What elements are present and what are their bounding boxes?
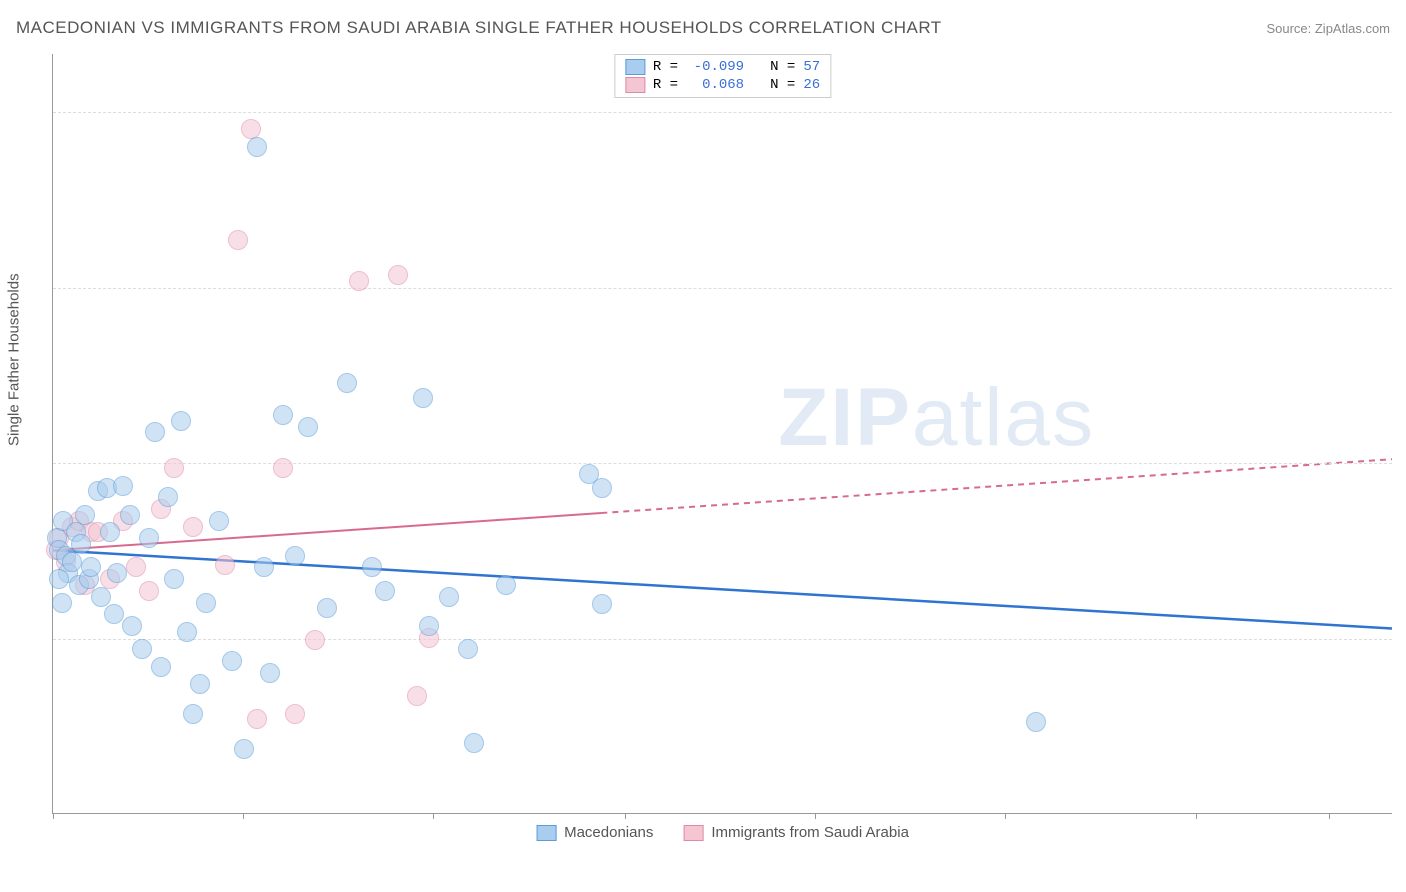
data-point-macedonians xyxy=(113,476,133,496)
data-point-macedonians xyxy=(120,505,140,525)
data-point-macedonians xyxy=(254,557,274,577)
swatch-saudi xyxy=(683,825,703,841)
stat-label: N = xyxy=(770,59,795,75)
data-point-saudi xyxy=(139,581,159,601)
data-point-macedonians xyxy=(145,422,165,442)
data-point-macedonians xyxy=(52,593,72,613)
stat-label: N = xyxy=(770,77,795,93)
data-point-saudi xyxy=(407,686,427,706)
data-point-macedonians xyxy=(62,552,82,572)
data-point-macedonians xyxy=(139,528,159,548)
data-point-macedonians xyxy=(71,534,91,554)
data-point-macedonians xyxy=(592,478,612,498)
data-point-saudi xyxy=(183,517,203,537)
data-point-macedonians xyxy=(222,651,242,671)
data-point-saudi xyxy=(228,230,248,250)
data-point-saudi xyxy=(285,704,305,724)
stat-r-value: 0.068 xyxy=(686,77,744,93)
data-point-macedonians xyxy=(104,604,124,624)
stat-label: R = xyxy=(653,59,678,75)
stat-n-value: 57 xyxy=(803,59,820,75)
data-point-saudi xyxy=(164,458,184,478)
data-point-macedonians xyxy=(419,616,439,636)
data-point-macedonians xyxy=(183,704,203,724)
stats-legend: R = -0.099 N = 57 R = 0.068 N = 26 xyxy=(614,54,831,98)
data-point-macedonians xyxy=(190,674,210,694)
legend-item-macedonians: Macedonians xyxy=(536,824,653,841)
data-point-macedonians xyxy=(317,598,337,618)
data-point-macedonians xyxy=(151,657,171,677)
data-point-macedonians xyxy=(49,569,69,589)
legend-item-saudi: Immigrants from Saudi Arabia xyxy=(683,824,909,841)
swatch-macedonians xyxy=(536,825,556,841)
series-legend: Macedonians Immigrants from Saudi Arabia xyxy=(536,824,909,841)
stat-label: R = xyxy=(653,77,678,93)
data-point-macedonians xyxy=(177,622,197,642)
data-point-macedonians xyxy=(171,411,191,431)
data-point-saudi xyxy=(305,630,325,650)
legend-label: Immigrants from Saudi Arabia xyxy=(711,824,909,841)
data-point-saudi xyxy=(349,271,369,291)
data-point-macedonians xyxy=(164,569,184,589)
data-point-macedonians xyxy=(132,639,152,659)
data-point-macedonians xyxy=(100,522,120,542)
data-point-macedonians xyxy=(158,487,178,507)
data-point-macedonians xyxy=(1026,712,1046,732)
data-point-macedonians xyxy=(413,388,433,408)
data-point-saudi xyxy=(388,265,408,285)
stats-row-macedonians: R = -0.099 N = 57 xyxy=(625,59,820,75)
data-point-macedonians xyxy=(122,616,142,636)
data-point-macedonians xyxy=(496,575,516,595)
legend-label: Macedonians xyxy=(564,824,653,841)
data-point-macedonians xyxy=(285,546,305,566)
data-point-macedonians xyxy=(337,373,357,393)
stat-n-value: 26 xyxy=(803,77,820,93)
data-point-macedonians xyxy=(439,587,459,607)
swatch-saudi xyxy=(625,77,645,93)
data-point-macedonians xyxy=(592,594,612,614)
data-point-macedonians xyxy=(458,639,478,659)
source-caption: Source: ZipAtlas.com xyxy=(1266,21,1390,36)
data-point-macedonians xyxy=(273,405,293,425)
stats-row-saudi: R = 0.068 N = 26 xyxy=(625,77,820,93)
data-point-macedonians xyxy=(247,137,267,157)
data-point-macedonians xyxy=(464,733,484,753)
data-point-saudi xyxy=(215,555,235,575)
data-point-macedonians xyxy=(362,557,382,577)
data-point-macedonians xyxy=(91,587,111,607)
scatter-chart: ZIPatlas R = -0.099 N = 57 R = 0.068 N =… xyxy=(52,54,1392,814)
data-point-saudi xyxy=(247,709,267,729)
data-point-saudi xyxy=(273,458,293,478)
data-point-macedonians xyxy=(260,663,280,683)
data-point-macedonians xyxy=(75,505,95,525)
data-point-macedonians xyxy=(107,563,127,583)
watermark: ZIPatlas xyxy=(778,371,1095,465)
data-point-macedonians xyxy=(81,557,101,577)
chart-title: MACEDONIAN VS IMMIGRANTS FROM SAUDI ARAB… xyxy=(16,18,942,38)
stat-r-value: -0.099 xyxy=(686,59,744,75)
swatch-macedonians xyxy=(625,59,645,75)
data-point-macedonians xyxy=(298,417,318,437)
data-point-macedonians xyxy=(209,511,229,531)
y-axis-label: Single Father Households xyxy=(6,273,23,446)
data-point-saudi xyxy=(126,557,146,577)
data-point-macedonians xyxy=(375,581,395,601)
data-point-macedonians xyxy=(234,739,254,759)
data-point-macedonians xyxy=(196,593,216,613)
